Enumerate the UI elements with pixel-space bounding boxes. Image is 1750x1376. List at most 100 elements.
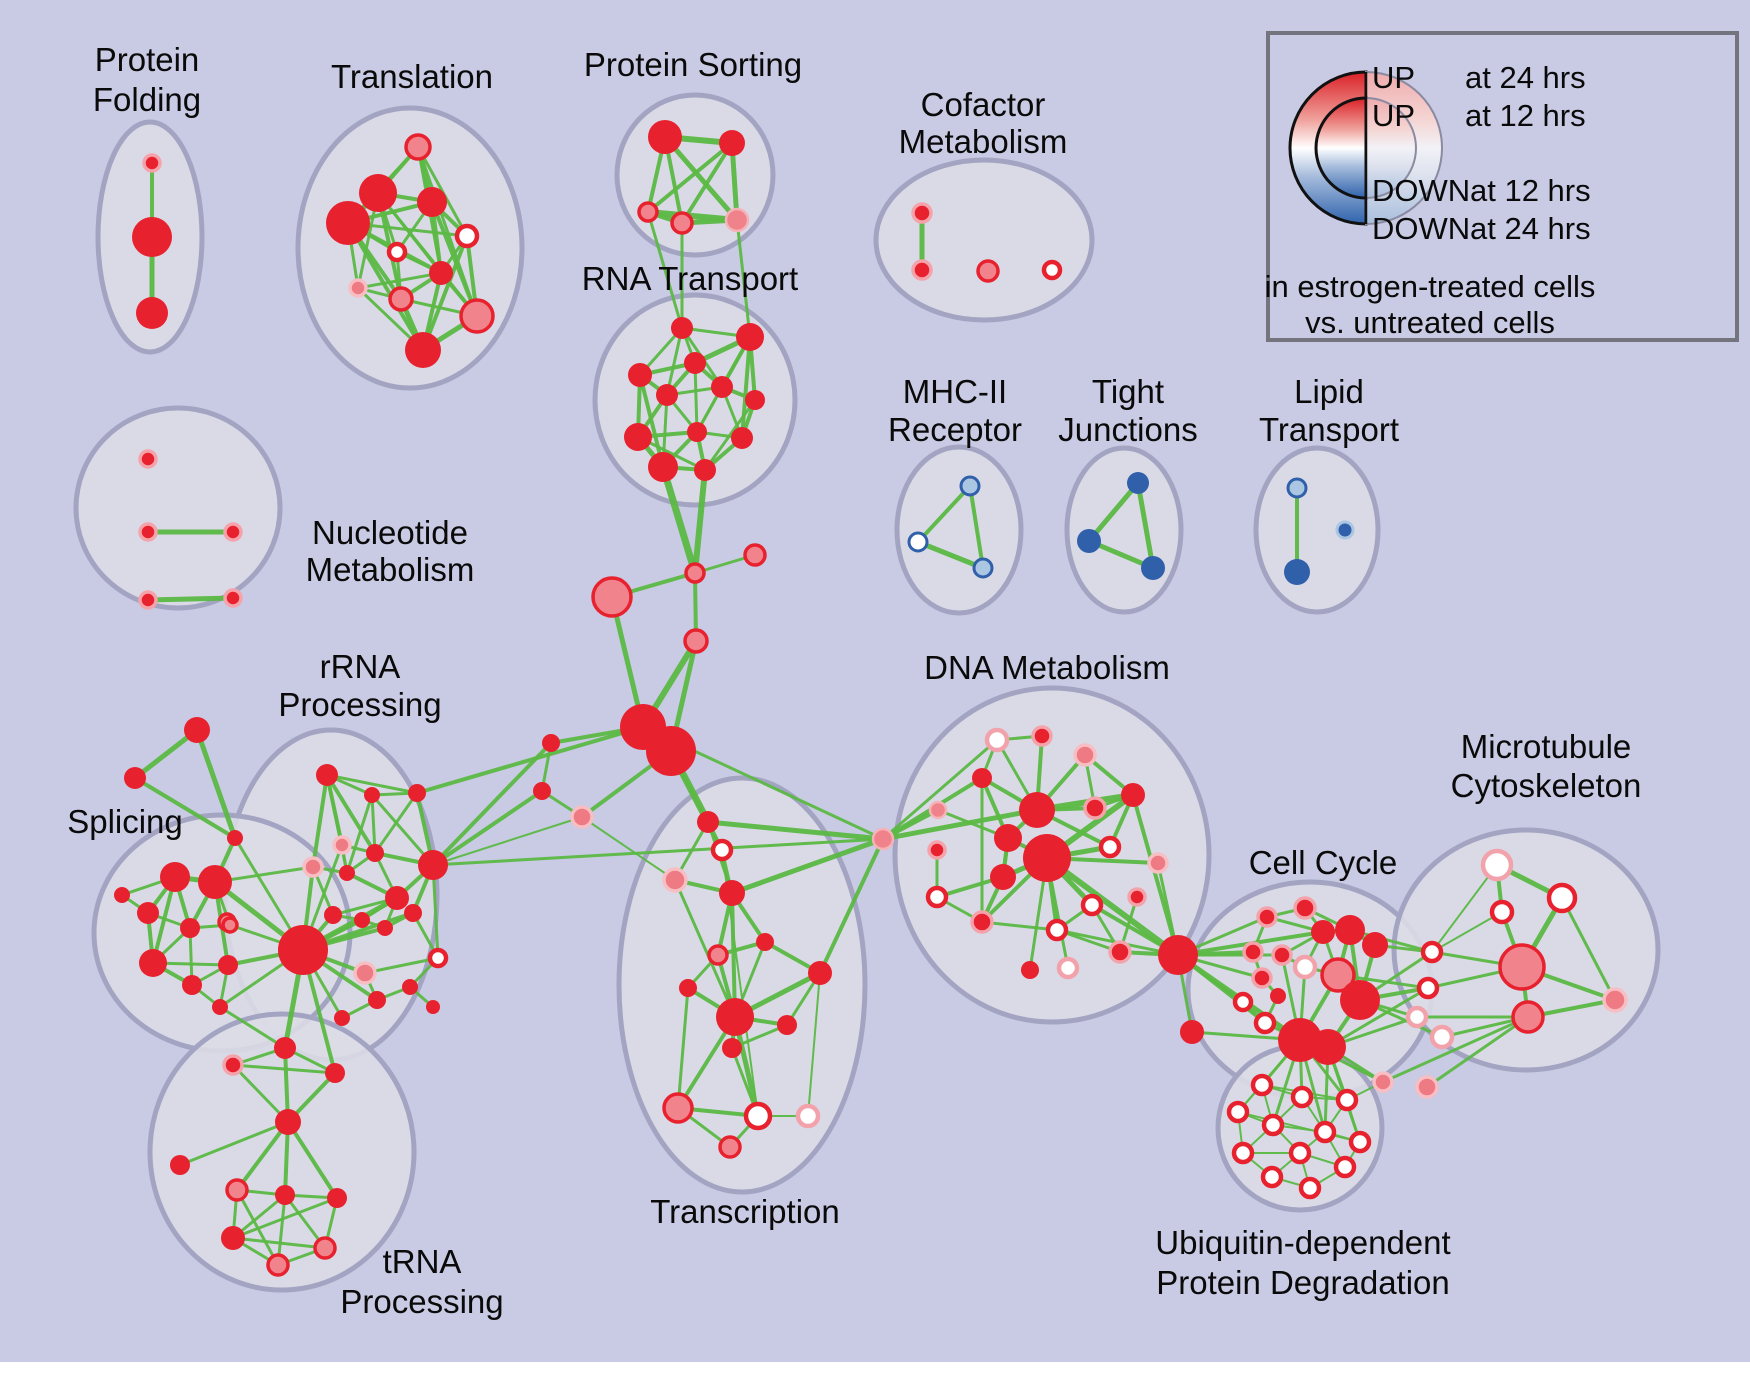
edge — [807, 972, 821, 1117]
gene-node-rp — [404, 133, 432, 161]
gene-node-r — [711, 376, 733, 398]
legend-node-diagram — [1288, 70, 1443, 226]
legend-footer-line1: in estrogen-treated cells — [1265, 269, 1596, 304]
edge — [693, 361, 699, 434]
gene-node-pp — [570, 805, 594, 829]
gene-node-rw — [1335, 1088, 1359, 1112]
gene-node-r — [1180, 1020, 1204, 1044]
gene-node-pr — [222, 1054, 244, 1076]
legend-row-up24-time: at 24 hrs — [1465, 60, 1586, 95]
gene-node-rp — [266, 1253, 290, 1277]
gene-node-rp — [670, 211, 694, 235]
gene-node-rp — [662, 1092, 694, 1124]
gene-node-r — [182, 975, 202, 995]
gene-node-r — [687, 422, 707, 442]
gene-node-rw — [1313, 1120, 1337, 1144]
edge — [431, 863, 440, 960]
edge — [1431, 864, 1498, 953]
edge — [680, 141, 734, 225]
gene-node-pr — [1256, 906, 1278, 928]
gene-node-rp — [221, 916, 239, 934]
gene-node-r — [170, 1155, 190, 1175]
gene-node-r — [736, 323, 764, 351]
edge — [581, 816, 676, 881]
gene-node-r — [719, 130, 745, 156]
gene-node-r — [624, 423, 652, 451]
gene-node-r — [1023, 834, 1071, 882]
cluster-cofactor-label: Metabolism — [899, 123, 1068, 160]
gene-node-r — [694, 459, 716, 481]
edge — [363, 956, 440, 975]
cluster-trna-processing-label: Processing — [340, 1283, 503, 1320]
edge — [638, 373, 665, 469]
gene-node-rw — [710, 838, 734, 862]
gene-node-rw — [1250, 1073, 1274, 1097]
gene-node-pp — [662, 867, 688, 893]
gene-node-r — [1158, 935, 1198, 975]
edge — [431, 741, 553, 867]
cluster-microtubule-label: Cytoskeleton — [1451, 767, 1642, 804]
cluster-transcription-ellipse — [616, 775, 868, 1195]
edge — [1044, 855, 1181, 958]
edge — [231, 1063, 290, 1124]
edge — [730, 891, 737, 1019]
cluster-rrna-processing-label: Processing — [278, 686, 441, 723]
cluster-translation-label: Translation — [331, 58, 493, 95]
gene-node-rw — [1290, 1085, 1314, 1109]
gene-node-rw — [1288, 1141, 1312, 1165]
edge — [916, 484, 972, 544]
gene-node-rw — [1546, 882, 1578, 914]
gene-node-r — [221, 1226, 245, 1250]
gene-node-pw — [1429, 1024, 1455, 1050]
gene-node-r — [1340, 980, 1380, 1020]
gene-node-r — [114, 887, 130, 903]
edge — [432, 816, 583, 866]
gene-node-r — [405, 332, 441, 368]
edge — [1135, 480, 1156, 571]
cluster-lipid-transport-ellipse — [1253, 445, 1381, 615]
gene-node-rp — [707, 944, 729, 966]
gene-node-r — [408, 784, 426, 802]
gene-node-r — [418, 850, 448, 880]
gene-node-pw — [1292, 954, 1318, 980]
gene-node-r — [275, 1109, 301, 1135]
gene-node-pp — [1602, 987, 1628, 1013]
gene-node-r — [656, 384, 678, 406]
cluster-nucleotide-ellipse — [73, 405, 283, 611]
gene-node-rw — [743, 1101, 773, 1131]
gene-node-rp — [225, 1178, 249, 1202]
edge — [818, 837, 885, 975]
gene-node-rw — [1226, 1100, 1250, 1124]
edge — [231, 1236, 327, 1250]
gene-node-r — [722, 1038, 742, 1058]
gene-node-r — [327, 1188, 347, 1208]
edge — [915, 539, 986, 571]
gene-node-rw — [1045, 918, 1069, 942]
edge — [430, 200, 479, 318]
gene-node-rp — [743, 543, 767, 567]
edge — [231, 1196, 339, 1240]
gene-node-rp — [591, 576, 633, 618]
cluster-nucleotide-label: Metabolism — [306, 551, 475, 588]
gene-node-r — [198, 865, 232, 899]
gene-node-r — [684, 352, 706, 374]
gene-node-pr — [1271, 944, 1293, 966]
gene-node-pp — [332, 835, 352, 855]
gene-node-r — [334, 1010, 350, 1026]
edge — [415, 725, 645, 795]
gene-node-r — [404, 904, 422, 922]
gene-node-rw — [1261, 1113, 1285, 1137]
gene-node-r — [777, 1015, 797, 1035]
gene-node-pp — [1147, 852, 1169, 874]
gene-node-r — [354, 912, 370, 928]
gene-node-r — [972, 768, 992, 788]
gene-node-rp — [683, 628, 709, 654]
edge — [373, 791, 419, 855]
gene-node-r — [1270, 988, 1286, 1004]
gene-node-r — [731, 427, 753, 449]
gene-node-r — [275, 1185, 295, 1205]
legend-row-down12-label: DOWN — [1372, 173, 1470, 208]
cluster-rna-transport-label: RNA Transport — [582, 260, 798, 297]
cluster-tight-junctions-ellipse — [1064, 445, 1184, 615]
gene-node-pr — [1251, 967, 1273, 989]
